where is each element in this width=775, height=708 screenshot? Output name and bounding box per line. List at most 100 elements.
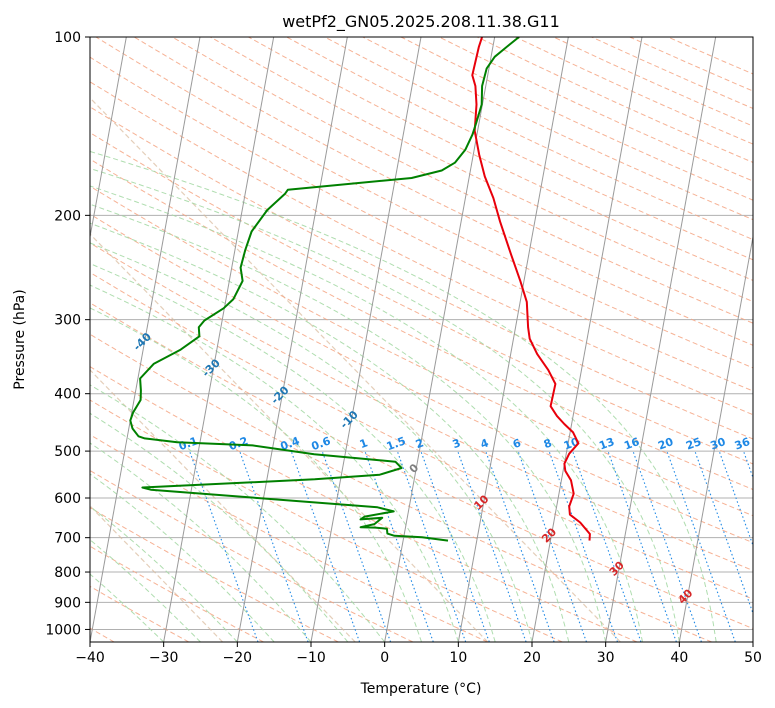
y-tick-label: 900	[54, 595, 81, 611]
mixing-ratio-label: 4	[479, 436, 491, 451]
mixing-ratio-line	[572, 450, 642, 642]
mixing-ratio-line	[420, 450, 490, 642]
background-curve	[90, 369, 356, 642]
mixing-ratio-label: 25	[684, 435, 703, 452]
y-tick-label: 600	[54, 491, 81, 507]
x-tick-label: −40	[75, 650, 105, 666]
moist-adiabat	[90, 307, 422, 642]
mixing-ratio-label: 3	[451, 436, 463, 451]
dry-adiabats	[90, 37, 753, 642]
mixing-ratio-line	[188, 450, 259, 642]
x-tick-label: −30	[149, 650, 179, 666]
dry-adiabat	[90, 242, 753, 572]
moist-adiabat	[90, 167, 680, 642]
dry-adiabat	[591, 37, 753, 109]
dry-adiabat	[90, 158, 753, 491]
isotherm-line	[236, 37, 348, 642]
y-tick-label: 700	[54, 531, 81, 547]
isotherm-label: 30	[607, 558, 627, 578]
mixing-ratio-label: 0.6	[310, 434, 333, 453]
mixing-ratio-line	[694, 450, 753, 615]
isotherm-label: 20	[539, 525, 559, 545]
isotherm-label: -40	[131, 330, 154, 353]
mixing-ratio-line	[548, 450, 619, 642]
x-tick-label: 50	[744, 650, 762, 666]
moist-adiabat	[90, 203, 607, 642]
x-tick-label: 40	[670, 650, 688, 666]
background-curves	[90, 97, 621, 642]
mixing-ratio-line	[396, 450, 467, 642]
dewpoint-profile-line	[129, 37, 520, 542]
y-tick-label: 1000	[45, 622, 81, 638]
dry-adiabat	[90, 106, 753, 440]
mixing-ratio-label: 1	[358, 436, 370, 451]
mixing-ratio-label: 20	[656, 435, 675, 453]
isotherm-line	[752, 639, 753, 642]
dry-adiabat	[90, 56, 753, 392]
dry-adiabat	[90, 333, 712, 642]
x-tick-label: 20	[523, 650, 541, 666]
dry-adiabat	[362, 37, 753, 221]
mixing-ratio-line	[632, 450, 702, 642]
mixing-ratio-label: 0.1	[177, 434, 200, 453]
isotherm-label: -50	[64, 292, 87, 315]
moist-adiabat	[90, 242, 533, 642]
moist-adiabat	[90, 505, 238, 642]
y-tick-label: 800	[54, 565, 81, 581]
mixing-ratio-line	[321, 450, 392, 642]
mixing-ratio-line	[457, 450, 527, 642]
isotherm-label: 40	[675, 586, 695, 606]
y-axis: 100 200 300 400 500 600 700 800 900 1000	[45, 30, 90, 638]
dry-adiabat	[90, 271, 753, 600]
dry-adiabat	[90, 81, 753, 416]
dry-adiabat	[210, 37, 753, 303]
x-tick-label: 30	[597, 650, 615, 666]
y-tick-label: 400	[54, 387, 81, 403]
moist-adiabat	[90, 185, 643, 642]
mixing-ratio-line	[517, 450, 588, 642]
moist-adiabat	[90, 284, 459, 642]
isotherm-line	[90, 37, 201, 642]
mixing-ratio-line	[718, 450, 753, 548]
dry-adiabat	[90, 399, 563, 642]
mixing-ratio-label: 8	[542, 436, 554, 451]
x-tick-label: 10	[449, 650, 467, 666]
y-tick-label: 100	[54, 30, 81, 46]
x-axis-label: Temperature (°C)	[360, 681, 482, 697]
x-tick-label: −10	[296, 650, 326, 666]
skewed-isotherms	[90, 37, 753, 642]
mixing-ratio-line	[239, 450, 309, 642]
mixing-ratio-line	[666, 450, 736, 642]
isotherm-label: -20	[268, 383, 291, 406]
isotherm-label: 0	[407, 461, 422, 476]
dry-adiabat	[95, 37, 753, 369]
moist-adiabat	[90, 150, 717, 642]
dry-adiabat	[90, 545, 264, 642]
mixing-ratio-label: 16	[622, 435, 641, 453]
background-curve	[90, 97, 621, 642]
moist-adiabat	[90, 263, 496, 642]
dry-adiabat	[90, 132, 753, 465]
dry-adiabat	[667, 37, 753, 75]
y-axis-label: Pressure (hPa)	[12, 289, 28, 389]
x-axis: −40 −30 −20 −10 0 10 20 30 40 50	[75, 642, 762, 666]
dry-adiabat	[324, 37, 753, 241]
isotherm-line	[457, 37, 569, 642]
mixing-ratio-label: 6	[511, 436, 523, 451]
isotherm-label: 10	[471, 492, 491, 512]
moist-adiabats	[90, 150, 717, 642]
mixing-ratio-line	[742, 450, 753, 480]
dry-adiabat	[90, 507, 339, 642]
sounding-profiles	[129, 37, 591, 542]
isotherm-line	[678, 234, 753, 642]
y-tick-label: 500	[54, 444, 81, 460]
isotherm-line	[531, 37, 643, 642]
plot-frame	[89, 36, 754, 643]
y-tick-label: 200	[54, 208, 81, 224]
mixing-ratio-label: 36	[733, 435, 752, 453]
y-tick-label: 300	[54, 313, 81, 329]
isotherm-line	[605, 37, 717, 642]
isotherm-line	[384, 37, 496, 642]
moist-adiabat	[90, 473, 275, 642]
mixing-ratio-line	[364, 450, 434, 642]
